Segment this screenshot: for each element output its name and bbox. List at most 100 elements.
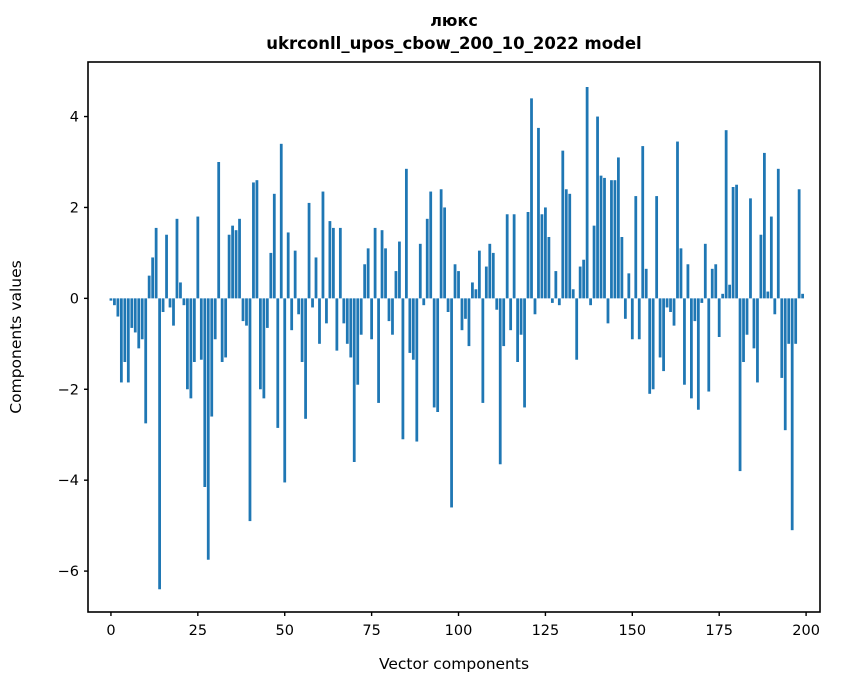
bar: [391, 298, 394, 335]
x-tick-label: 100: [445, 623, 473, 639]
x-tick-label: 125: [532, 623, 560, 639]
bar: [318, 298, 321, 344]
bar: [314, 257, 318, 299]
bar: [380, 230, 384, 299]
bar: [370, 298, 374, 340]
bar: [651, 298, 655, 390]
bar: [557, 298, 561, 306]
bar: [502, 298, 506, 347]
bar: [321, 191, 325, 299]
bar: [172, 298, 175, 326]
bar: [234, 230, 238, 299]
bar: [269, 252, 273, 299]
bar: [700, 298, 704, 303]
bar: [776, 168, 780, 299]
bar: [130, 298, 134, 328]
bar: [568, 193, 572, 299]
bar: [471, 282, 474, 299]
x-tick-label: 50: [276, 623, 294, 639]
bar: [165, 234, 168, 299]
bar: [328, 221, 332, 299]
bar: [606, 298, 610, 324]
bar: [220, 298, 224, 362]
bar: [703, 243, 707, 299]
bar: [547, 237, 551, 299]
bar: [363, 264, 367, 299]
bar: [773, 298, 777, 315]
bar: [530, 98, 533, 299]
bar: [394, 271, 398, 299]
bar: [443, 207, 447, 299]
bar: [669, 298, 672, 312]
bar: [724, 130, 728, 299]
bar: [672, 298, 676, 326]
bar: [356, 298, 360, 385]
chart-title: люкс: [430, 11, 478, 30]
bar: [119, 298, 123, 383]
bar: [206, 298, 210, 560]
bar: [286, 232, 290, 299]
bar: [384, 248, 387, 299]
x-tick-label: 75: [362, 623, 380, 639]
bar: [564, 189, 568, 299]
bar: [790, 298, 794, 531]
bar: [477, 250, 481, 299]
y-tick-label: −2: [58, 382, 79, 398]
bar: [311, 298, 314, 308]
bar: [189, 298, 193, 399]
bar: [436, 298, 440, 412]
bar: [415, 298, 419, 442]
bar: [418, 243, 422, 299]
bar: [693, 298, 697, 322]
bar: [241, 298, 245, 322]
bar: [745, 298, 749, 335]
bar: [272, 193, 276, 299]
bar: [359, 298, 363, 335]
bar: [676, 141, 679, 299]
bar: [147, 275, 151, 299]
bar: [630, 298, 634, 340]
bar: [797, 189, 801, 299]
bar: [533, 298, 537, 315]
bar: [717, 298, 721, 337]
bar: [696, 298, 700, 410]
bar: [505, 214, 509, 299]
bar: [283, 298, 287, 483]
bar: [679, 248, 683, 299]
bar: [589, 298, 592, 306]
bar: [453, 264, 457, 299]
bar: [227, 234, 231, 299]
bar: [154, 227, 158, 299]
bar: [686, 264, 690, 299]
bar: [297, 298, 301, 315]
chart-subtitle: ukrconll_upos_cbow_200_10_2022 model: [266, 34, 642, 53]
bar: [735, 184, 738, 299]
bar: [349, 298, 353, 358]
bar: [783, 298, 787, 431]
bar: [641, 146, 645, 299]
bar: [658, 298, 662, 358]
bar: [293, 250, 297, 299]
bar: [526, 212, 530, 299]
x-axis-label: Vector components: [378, 655, 530, 673]
bar: [366, 248, 370, 299]
bar: [304, 298, 307, 419]
bar: [512, 214, 516, 299]
bar: [637, 298, 641, 340]
bar: [731, 187, 735, 299]
bar: [290, 298, 294, 331]
bar: [655, 196, 659, 299]
bar: [425, 218, 429, 299]
y-tick-label: 4: [70, 110, 79, 126]
bar: [634, 196, 638, 299]
bar: [210, 298, 214, 417]
bar: [238, 218, 241, 299]
bar: [196, 216, 200, 299]
bar: [738, 298, 742, 472]
bar: [231, 225, 234, 299]
bar: [610, 180, 613, 299]
bar: [550, 298, 554, 303]
bar: [578, 266, 582, 299]
bar: [457, 271, 460, 299]
